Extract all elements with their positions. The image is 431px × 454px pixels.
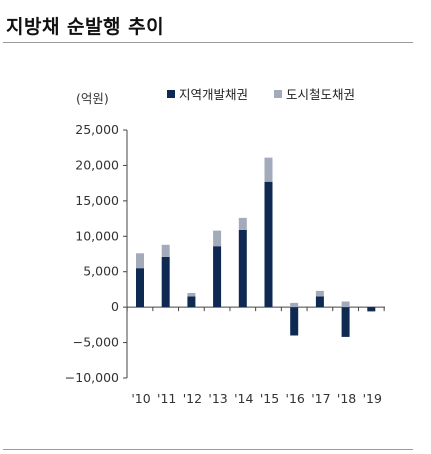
y-tick-label: 15,000: [75, 193, 119, 208]
bar-subway-10: [136, 253, 144, 269]
y-tick-label: 25,000: [75, 122, 119, 137]
bar-subway-14: [238, 217, 247, 230]
y-tick-label: 0: [111, 299, 119, 314]
x-tick-label: '16: [286, 391, 305, 406]
x-tick-label: '15: [260, 391, 279, 406]
legend-label-regional: 지역개발채권: [179, 87, 248, 102]
bar-regional-19: [367, 307, 376, 312]
y-tick-label: 10,000: [75, 228, 119, 243]
x-tick-label: '17: [311, 391, 330, 406]
legend-label-subway: 도시철도채권: [286, 87, 355, 102]
bar-regional-15: [264, 181, 273, 308]
bar-subway-16: [290, 302, 299, 308]
unit-label: (억원): [76, 91, 109, 106]
bar-subway-11: [161, 244, 170, 257]
bar-regional-17: [315, 296, 324, 308]
bar-regional-11: [161, 256, 170, 308]
y-tick-label: −5,000: [73, 335, 119, 350]
legend-swatch-regional: [167, 90, 175, 98]
x-tick-label: '11: [157, 391, 176, 406]
y-tick-label: 20,000: [75, 157, 119, 172]
bar-regional-13: [213, 246, 222, 308]
legend-swatch-subway: [274, 90, 282, 98]
bar-regional-10: [136, 268, 144, 308]
bar-subway-12: [187, 292, 196, 297]
x-tick-label: '18: [337, 391, 356, 406]
title-divider: [3, 42, 413, 43]
x-tick-label: '12: [183, 391, 202, 406]
bar-subway-15: [264, 157, 273, 182]
bar-regional-16: [290, 307, 299, 336]
bar-subway-17: [315, 290, 324, 297]
x-tick-label: '10: [131, 391, 150, 406]
x-tick-label: '19: [363, 391, 382, 406]
x-tick-label: '14: [234, 391, 253, 406]
bar-regional-12: [187, 296, 196, 308]
bar-regional-14: [238, 229, 247, 308]
page-title: 지방채 순발행 추이: [6, 16, 165, 38]
y-tick-label: 5,000: [83, 264, 119, 279]
x-tick-label: '13: [208, 391, 227, 406]
y-tick-label: −10,000: [65, 370, 119, 385]
bar-subway-13: [213, 230, 222, 247]
bottom-divider: [3, 449, 413, 450]
bar-subway-18: [341, 301, 350, 308]
bar-regional-18: [341, 307, 350, 337]
